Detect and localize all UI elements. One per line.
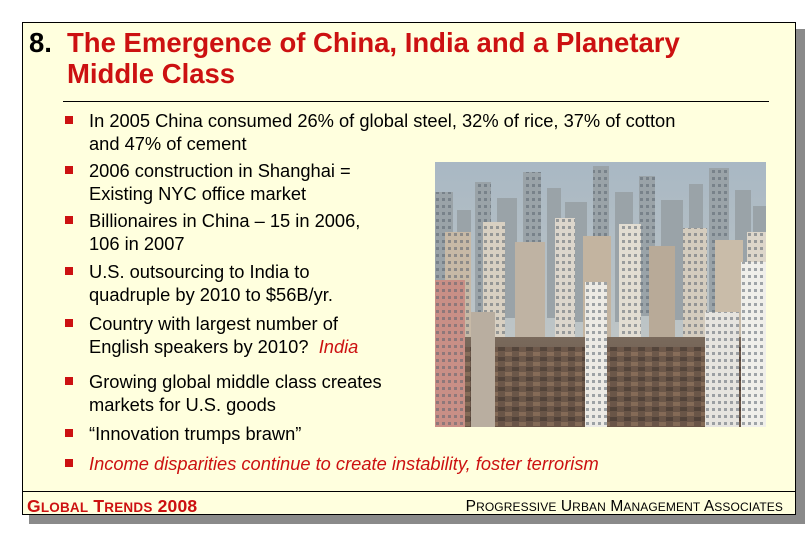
bullet-marker — [65, 216, 73, 224]
skyline-illustration — [435, 162, 766, 427]
bullet-line: In 2005 China consumed 26% of global ste… — [89, 110, 676, 131]
bullet-line: 2006 construction in Shanghai = — [89, 160, 351, 181]
bullet-line: Billionaires in China – 15 in 2006, — [89, 210, 361, 231]
bullet-line: and 47% of cement — [89, 133, 247, 154]
bullet-marker — [65, 267, 73, 275]
footer-divider — [23, 491, 795, 492]
bullet-line: 106 in 2007 — [89, 233, 185, 254]
bullet-line: “Innovation trumps brawn” — [89, 423, 302, 444]
bullet-marker — [65, 116, 73, 124]
bullet-marker — [65, 377, 73, 385]
footer-brand: GLOBAL TRENDS 2008 — [27, 496, 198, 516]
bullet-answer: India — [318, 336, 359, 357]
bullet-marker — [65, 429, 73, 437]
title-divider — [63, 101, 769, 102]
bullet-line: Existing NYC office market — [89, 183, 307, 204]
shanghai-skyline-photo — [435, 162, 766, 427]
title-text: The Emergence of China, India and a Plan… — [67, 27, 787, 89]
bullet-line: U.S. outsourcing to India to — [89, 261, 310, 282]
bullet-line: Growing global middle class creates — [89, 371, 382, 392]
bullet-line: Income disparities continue to create in… — [89, 453, 599, 474]
title-line-2: Middle Class — [67, 58, 236, 89]
footer-organization: PROGRESSIVE URBAN MANAGEMENT ASSOCIATES — [465, 498, 783, 515]
bullet-marker — [65, 319, 73, 327]
title-number: 8. — [29, 27, 52, 58]
bullet-marker — [65, 459, 73, 467]
bullet-line: quadruple by 2010 to $56B/yr. — [89, 284, 333, 305]
bullet-line: English speakers by 2010? — [89, 336, 309, 357]
bullet-line: Country with largest number of — [89, 313, 338, 334]
bullet-marker — [65, 166, 73, 174]
title-line-1: The Emergence of China, India and a Plan… — [67, 27, 680, 58]
bullet-list: In 2005 China consumed 26% of global ste… — [23, 23, 797, 483]
slide: 8. The Emergence of China, India and a P… — [22, 22, 797, 516]
bullet-line: markets for U.S. goods — [89, 394, 276, 415]
